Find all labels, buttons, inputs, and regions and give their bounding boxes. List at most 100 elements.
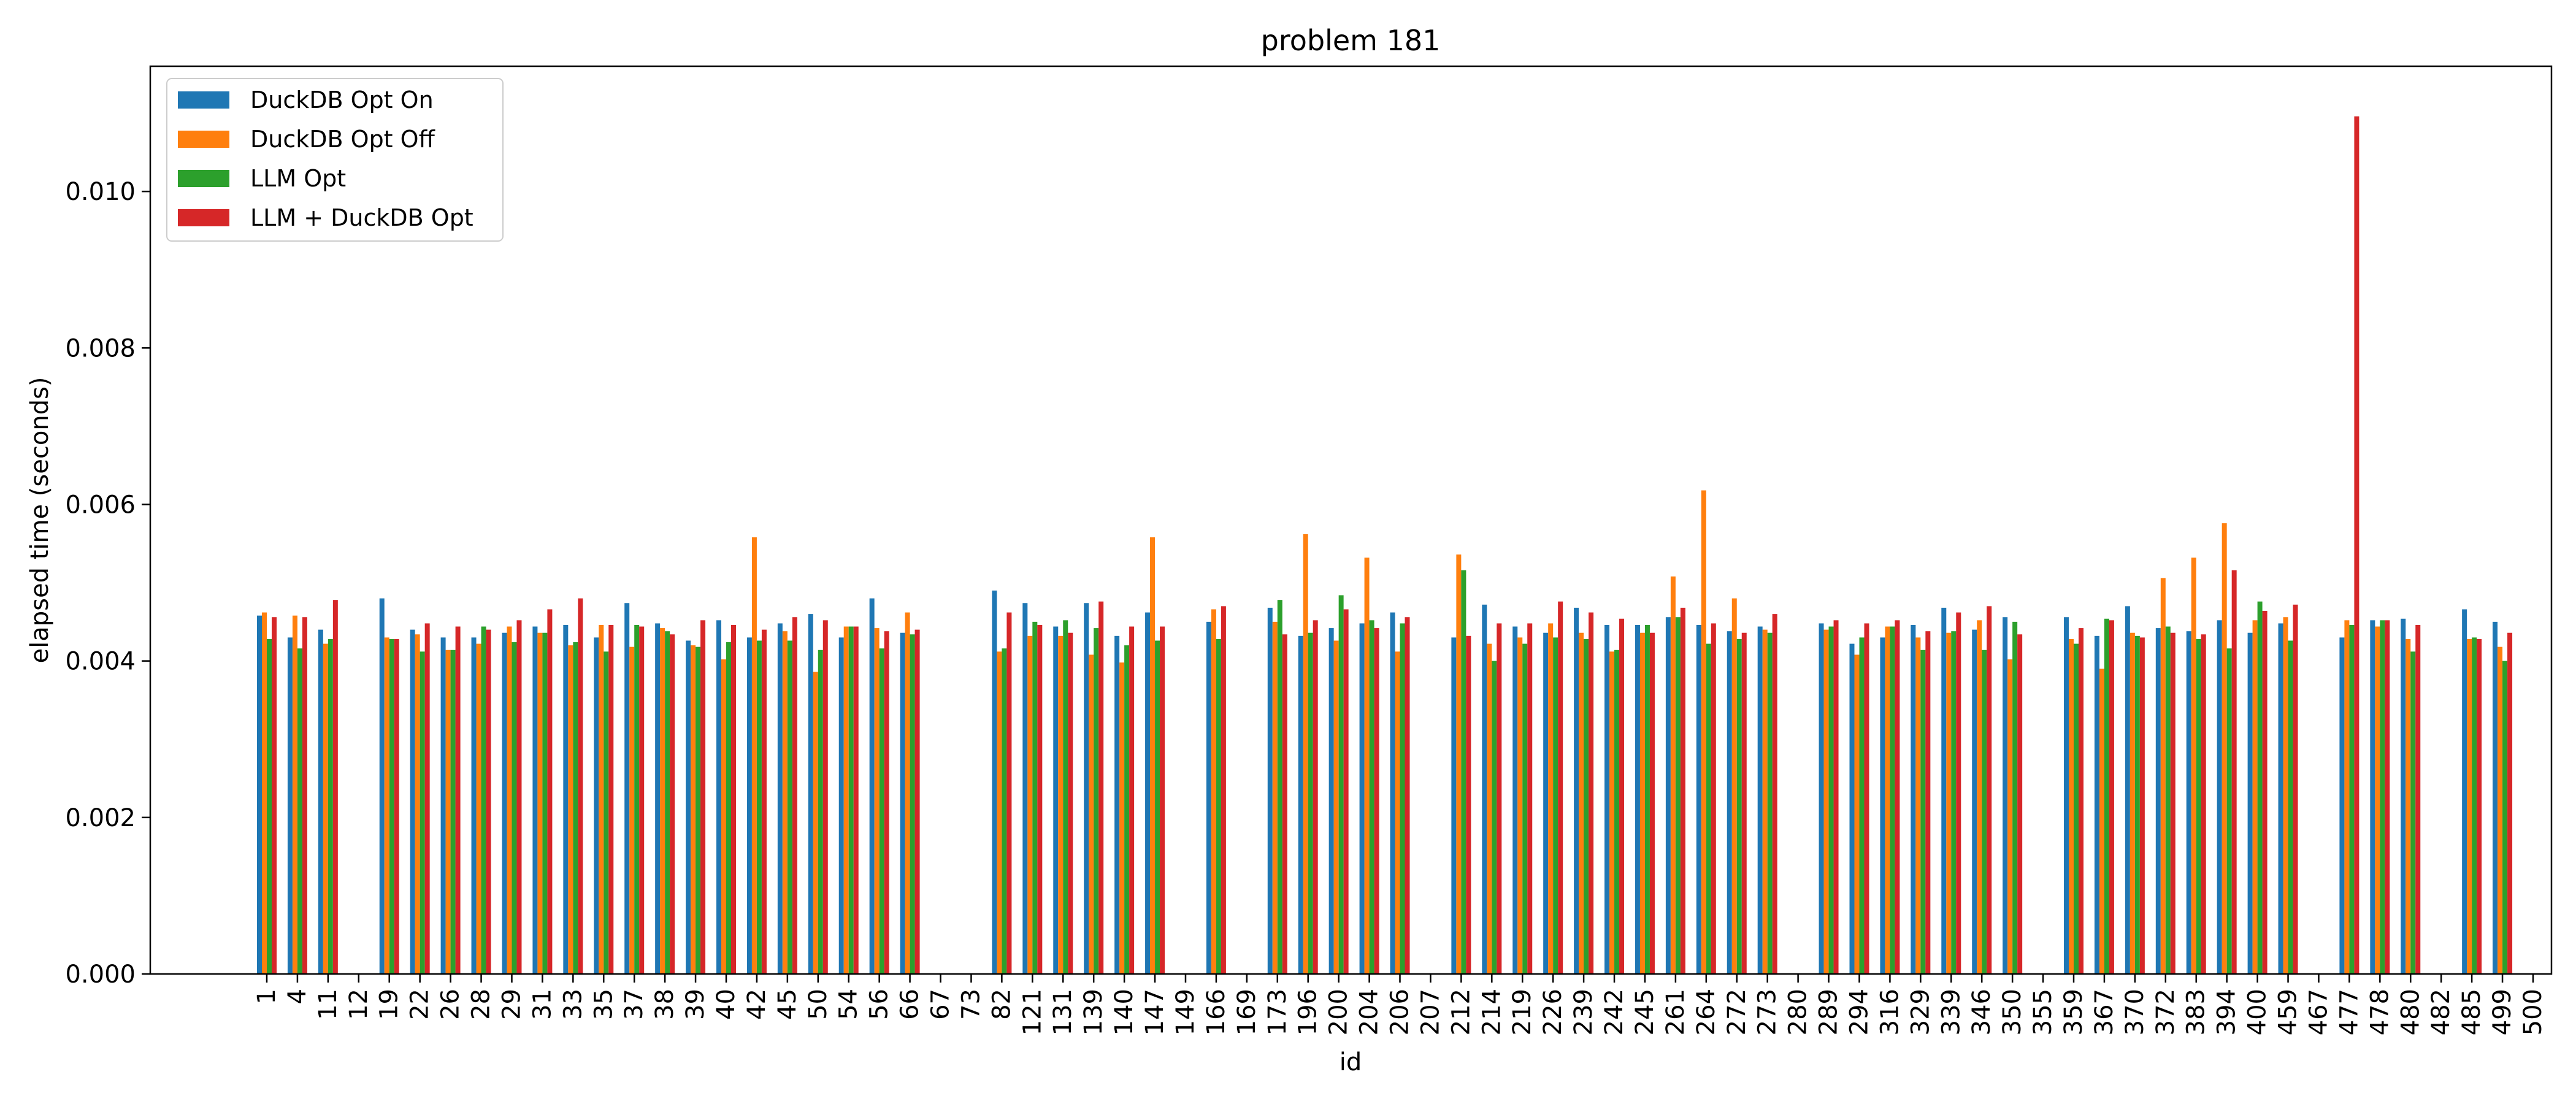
bar xyxy=(1574,607,1579,974)
x-tick-label: 207 xyxy=(1416,989,1444,1035)
bar xyxy=(1609,651,1615,974)
y-axis: 0.000 0.002 0.004 0.006 0.008 0.010 xyxy=(65,178,150,989)
bar xyxy=(1124,645,1130,974)
bar xyxy=(297,648,302,974)
x-tick-label: 11 xyxy=(314,989,342,1020)
bar xyxy=(813,672,818,974)
y-tick-label: 0.010 xyxy=(65,178,136,206)
bar xyxy=(1374,628,1379,974)
bar xyxy=(578,598,583,974)
bar xyxy=(332,600,338,974)
bar xyxy=(1639,632,1645,974)
bar xyxy=(716,620,721,974)
bar xyxy=(1053,626,1059,974)
bar xyxy=(1553,637,1558,974)
legend-swatch xyxy=(178,209,229,226)
bar xyxy=(2003,617,2008,974)
x-tick-label: 26 xyxy=(437,989,465,1020)
x-tick-label: 33 xyxy=(559,989,587,1020)
bar xyxy=(2247,632,2253,974)
bar xyxy=(1880,637,1885,974)
bar xyxy=(1497,623,1502,974)
bar xyxy=(2094,635,2099,974)
bar xyxy=(2278,623,2283,974)
bar xyxy=(1216,638,1221,974)
bar xyxy=(1854,654,1860,974)
x-tick-label: 226 xyxy=(1539,989,1567,1035)
bar xyxy=(1951,631,1957,974)
bar xyxy=(1589,612,1594,974)
bar xyxy=(2217,620,2222,974)
x-tick-label: 39 xyxy=(681,989,710,1020)
bar xyxy=(267,638,272,974)
bar xyxy=(818,650,823,974)
bar xyxy=(1977,620,1982,974)
bar xyxy=(1895,620,1900,974)
bar xyxy=(900,632,905,974)
legend: DuckDB Opt On DuckDB Opt Off LLM Opt LLM + … xyxy=(166,78,504,242)
bar xyxy=(328,638,333,974)
bar xyxy=(905,612,910,974)
bar xyxy=(787,640,792,974)
bar xyxy=(389,638,394,974)
legend-entry: LLM + DuckDB Opt xyxy=(250,204,473,231)
bar xyxy=(450,650,456,974)
bar xyxy=(420,651,425,974)
bar xyxy=(471,637,477,974)
x-tick-label: 394 xyxy=(2213,989,2241,1035)
bar xyxy=(1298,635,1303,974)
bar xyxy=(2196,638,2201,974)
legend-entry: DuckDB Opt Off xyxy=(250,126,435,153)
bar xyxy=(1972,629,1977,974)
x-tick-label: 482 xyxy=(2427,989,2455,1035)
bar xyxy=(2493,621,2498,974)
bar xyxy=(323,643,328,974)
bar xyxy=(1119,662,1125,974)
bar xyxy=(1155,640,1160,974)
bar xyxy=(910,634,915,974)
bar xyxy=(481,626,486,974)
x-tick-label: 272 xyxy=(1723,989,1751,1035)
bar xyxy=(1982,650,1987,974)
x-tick-label: 355 xyxy=(2029,989,2057,1035)
x-tick-label: 19 xyxy=(375,989,404,1020)
x-tick-label: 42 xyxy=(743,989,771,1020)
x-tick-label: 166 xyxy=(1202,989,1230,1035)
bar xyxy=(1303,534,1308,974)
bar xyxy=(1772,614,1777,974)
x-tick-label: 316 xyxy=(1876,989,1904,1035)
bar xyxy=(287,637,293,974)
bar xyxy=(1635,624,1640,974)
bar xyxy=(721,659,726,974)
bar xyxy=(1150,537,1156,974)
bar xyxy=(1604,624,1610,974)
bar xyxy=(843,626,849,974)
bar xyxy=(2226,648,2232,974)
x-tick-label: 280 xyxy=(1784,989,1812,1035)
bar xyxy=(1098,601,1104,974)
x-tick-label: 212 xyxy=(1447,989,1475,1035)
bar xyxy=(2507,632,2513,974)
bar xyxy=(1956,612,1961,974)
bar xyxy=(670,634,675,974)
bar xyxy=(1364,558,1370,974)
bar xyxy=(2191,558,2196,974)
bar xyxy=(1833,620,1839,974)
x-tick-label: 29 xyxy=(497,989,526,1020)
bar xyxy=(568,645,573,974)
bar xyxy=(2069,638,2074,974)
bar xyxy=(874,628,880,974)
bar xyxy=(700,620,706,974)
bar xyxy=(686,640,691,974)
bar xyxy=(2283,617,2288,974)
x-tick-label: 147 xyxy=(1141,989,1169,1035)
bar xyxy=(2375,626,2380,974)
x-tick-label: 204 xyxy=(1355,989,1384,1035)
plot-frame xyxy=(149,65,2553,975)
bar xyxy=(2370,620,2375,974)
bar xyxy=(1941,607,1947,974)
bar xyxy=(2109,620,2114,974)
bar xyxy=(1706,643,1711,974)
x-tick-label: 239 xyxy=(1570,989,1598,1035)
x-tick-label: 499 xyxy=(2488,989,2517,1035)
